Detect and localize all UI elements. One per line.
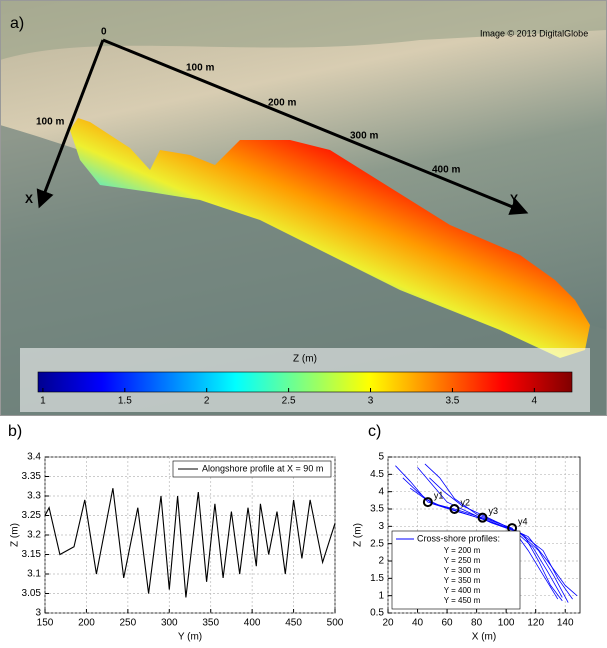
panel-label: a) xyxy=(10,15,24,32)
y-tick-label: 2 xyxy=(378,556,384,567)
x-tick-label: 200 xyxy=(78,618,95,629)
x-tick-label: 250 xyxy=(120,618,137,629)
marker-label: y3 xyxy=(489,506,499,516)
y-tick-label: 3.2 xyxy=(27,530,41,541)
series-line xyxy=(429,477,578,597)
y-axis-label: Z (m) xyxy=(353,523,364,547)
panel-label: b) xyxy=(8,423,22,440)
x-tick-label: 80 xyxy=(471,618,483,629)
x-tick-label: 500 xyxy=(327,618,344,629)
x-tick-label: 60 xyxy=(442,618,454,629)
y-tick-label: 1.5 xyxy=(370,573,384,584)
x-tick-label: 120 xyxy=(527,618,544,629)
y-tick-label: 4 xyxy=(378,486,384,497)
marker xyxy=(477,512,488,523)
y-tick-label: 4.5 xyxy=(370,469,384,480)
legend-label: Y = 400 m xyxy=(444,586,481,595)
x-arrow xyxy=(36,39,105,209)
y-tick-label: 3.05 xyxy=(22,588,42,599)
panel-a: a) Image © 2013 DigitalGlobe 0 X Y 100 m… xyxy=(0,0,607,415)
panel-label: c) xyxy=(368,423,381,440)
x-distance-label: 100 m xyxy=(36,117,64,128)
x-tick-label: 450 xyxy=(285,618,302,629)
series-line xyxy=(44,488,336,598)
y-arrow xyxy=(102,38,529,215)
legend-label: Y = 350 m xyxy=(444,576,481,585)
colorbar-tick-label: 2.5 xyxy=(282,396,296,407)
y-tick-label: 3.3 xyxy=(27,491,41,502)
x-axis-label: Y (m) xyxy=(178,632,202,643)
marker xyxy=(422,497,433,508)
legend-label: Y = 450 m xyxy=(444,596,481,605)
legend-label: Y = 200 m xyxy=(444,546,481,555)
legend-label: Alongshore profile at X = 90 m xyxy=(202,463,323,473)
origin-label: 0 xyxy=(101,27,107,38)
marker xyxy=(449,504,460,514)
colorbar-ticks: 1 1.5 2 2.5 3 3.5 4 xyxy=(40,388,538,407)
y-axis-label: Y xyxy=(510,192,518,206)
x-axis-label: X (m) xyxy=(472,632,496,643)
x-tick-label: 400 xyxy=(244,618,261,629)
x-tick-label: 300 xyxy=(161,618,178,629)
y-tick-label: 3.5 xyxy=(370,504,384,515)
colorbar-tick-label: 1.5 xyxy=(118,396,132,407)
y-distance-label: 300 m xyxy=(350,131,378,142)
x-tick-label: 20 xyxy=(382,618,394,629)
dune-vegetation xyxy=(0,0,607,60)
y-tick-label: 3.25 xyxy=(22,510,42,521)
marker-label: y4 xyxy=(518,516,528,526)
x-tick-label: 350 xyxy=(202,618,219,629)
y-distance-label: 400 m xyxy=(432,165,460,176)
y-distance-label: 200 m xyxy=(268,98,296,109)
y-distance-label: 100 m xyxy=(186,63,214,74)
x-axis-label: X xyxy=(25,192,33,206)
y-tick-label: 2.5 xyxy=(370,538,384,549)
y-tick-label: 1 xyxy=(378,590,384,601)
y-tick-label: 3 xyxy=(35,608,41,619)
colorbar-tick-label: 3 xyxy=(368,396,374,407)
y-tick-label: 3 xyxy=(378,521,384,532)
legend-box xyxy=(172,460,332,478)
colorbar-tick-label: 1 xyxy=(40,396,46,407)
series-line xyxy=(395,465,559,600)
y-axis-label: Z (m) xyxy=(10,523,21,547)
x-tick-label: 140 xyxy=(557,618,574,629)
image-credit: Image © 2013 DigitalGlobe xyxy=(480,28,588,38)
x-tick-label: 40 xyxy=(412,618,424,629)
legend-title: Cross-shore profiles: xyxy=(417,533,500,543)
x-tick-label: 150 xyxy=(37,618,54,629)
y-tick-label: 3.35 xyxy=(22,471,42,482)
marker-label: y2 xyxy=(460,497,470,507)
y-tick-label: 3.4 xyxy=(27,452,41,463)
marker-label: y1 xyxy=(434,490,444,500)
y-tick-label: 0.5 xyxy=(370,608,384,619)
colorbar xyxy=(37,371,573,393)
colorbar-title: Z (m) xyxy=(293,354,317,365)
y-tick-label: 5 xyxy=(378,452,384,463)
colorbar-tick-label: 2 xyxy=(204,396,210,407)
colorbar-tick-label: 3.5 xyxy=(445,396,459,407)
x-tick-label: 100 xyxy=(498,618,515,629)
colorbar-tick-label: 4 xyxy=(532,396,538,407)
legend-box xyxy=(391,530,521,610)
legend-label: Y = 300 m xyxy=(444,566,481,575)
sea xyxy=(0,125,607,415)
y-tick-label: 3.15 xyxy=(22,549,42,560)
y-tick-label: 3.1 xyxy=(27,569,41,580)
legend-label: Y = 250 m xyxy=(444,556,481,565)
elevation-map xyxy=(70,118,590,358)
